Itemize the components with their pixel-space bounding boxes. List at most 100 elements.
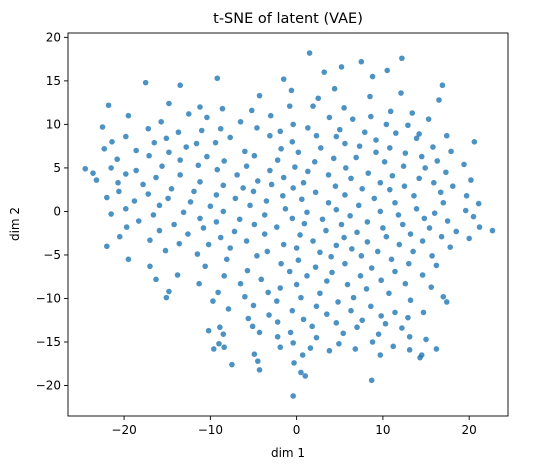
scatter-point-25 [219,105,226,112]
scatter-point-303 [378,313,384,319]
scatter-point-237 [264,248,271,255]
scatter-point-329 [369,339,376,345]
scatter-point-128 [300,179,307,186]
scatter-point-175 [304,209,310,216]
scatter-point-274 [344,281,351,288]
scatter-point-12 [331,85,338,92]
scatter-point-347 [229,361,235,368]
scatter-point-102 [292,164,298,170]
scatter-point-226 [176,240,183,247]
scatter-point-214 [407,231,414,237]
scatter-point-161 [325,199,332,206]
scatter-point-111 [365,170,372,176]
scatter-point-290 [273,298,280,304]
plot-area [82,50,496,399]
scatter-point-310 [333,320,340,326]
scatter-point-233 [293,245,300,251]
scatter-point-207 [323,227,329,234]
scatter-point-27 [387,108,394,115]
scatter-point-85 [204,153,210,160]
scatter-point-221 [147,237,153,243]
scatter-point-210 [489,227,496,234]
scatter-point-119 [153,174,159,181]
scatter-point-72 [317,145,324,151]
scatter-point-196 [301,220,308,227]
scatter-point-345 [291,360,297,366]
scatter-point-262 [174,272,181,278]
scatter-point-227 [205,241,212,248]
scatter-point-29 [125,112,132,119]
scatter-point-173 [180,209,187,216]
scatter-point-222 [243,238,250,244]
scatter-point-91 [177,157,183,163]
scatter-point-34 [349,116,356,122]
scatter-point-189 [470,213,477,220]
scatter-point-64 [193,140,200,147]
scatter-point-32 [267,112,274,119]
scatter-point-186 [289,215,296,222]
scatter-point-146 [437,189,444,196]
scatter-point-109 [267,167,273,174]
scatter-point-110 [305,168,311,175]
scatter-point-79 [242,148,248,155]
scatter-point-75 [430,144,436,150]
scatter-point-122 [416,175,422,182]
scatter-point-103 [343,165,349,171]
scatter-point-155 [232,195,239,202]
scatter-point-19 [105,102,112,109]
scatter-point-162 [392,199,398,206]
scatter-point-333 [307,345,314,351]
scatter-point-132 [220,182,227,189]
scatter-point-327 [290,340,296,346]
scatter-point-170 [282,206,289,212]
scatter-point-338 [326,347,333,354]
scatter-point-193 [444,218,451,224]
scatter-point-115 [177,172,183,178]
scatter-point-271 [196,280,202,287]
scatter-point-326 [216,340,222,347]
scatter-point-206 [231,228,238,235]
scatter-point-9 [142,79,149,86]
plot-frame [67,32,509,417]
scatter-point-60 [333,133,340,140]
scatter-point-167 [355,202,362,209]
scatter-point-15 [367,93,373,100]
scatter-point-101 [243,163,250,169]
scatter-point-142 [116,188,122,195]
scatter-point-63 [151,139,158,146]
scatter-point-50 [277,128,284,135]
scatter-point-225 [419,238,426,244]
scatter-point-344 [254,358,261,364]
scatter-point-228 [280,241,287,248]
scatter-point-332 [277,344,284,351]
scatter-point-169 [123,206,129,212]
scatter-point-217 [341,234,347,241]
scatter-point-202 [380,225,386,231]
scatter-point-251 [342,260,348,267]
scatter-point-272 [237,280,244,287]
scatter-point-289 [210,298,216,304]
scatter-point-308 [405,314,411,321]
scatter-point-8 [280,76,287,82]
scatter-point-216 [217,234,224,241]
scatter-point-31 [204,114,210,121]
scatter-point-46 [254,125,260,131]
scatter-point-296 [443,299,450,305]
y-tick-label: −15 [36,335,61,349]
scatter-point-48 [336,126,343,133]
y-tick-label: −10 [36,291,61,305]
scatter-point-238 [317,249,323,256]
scatter-point-139 [290,185,296,191]
scatter-point-158 [131,198,138,204]
scatter-point-4 [384,67,391,74]
scatter-point-108 [214,166,221,173]
scatter-point-45 [217,125,224,132]
scatter-point-58 [267,132,273,139]
scatter-point-348 [256,367,263,373]
scatter-point-147 [145,191,152,197]
scatter-point-341 [299,352,306,358]
scatter-point-10 [177,82,183,89]
scatter-point-285 [298,294,304,301]
scatter-point-141 [387,186,393,193]
scatter-point-135 [401,183,408,189]
